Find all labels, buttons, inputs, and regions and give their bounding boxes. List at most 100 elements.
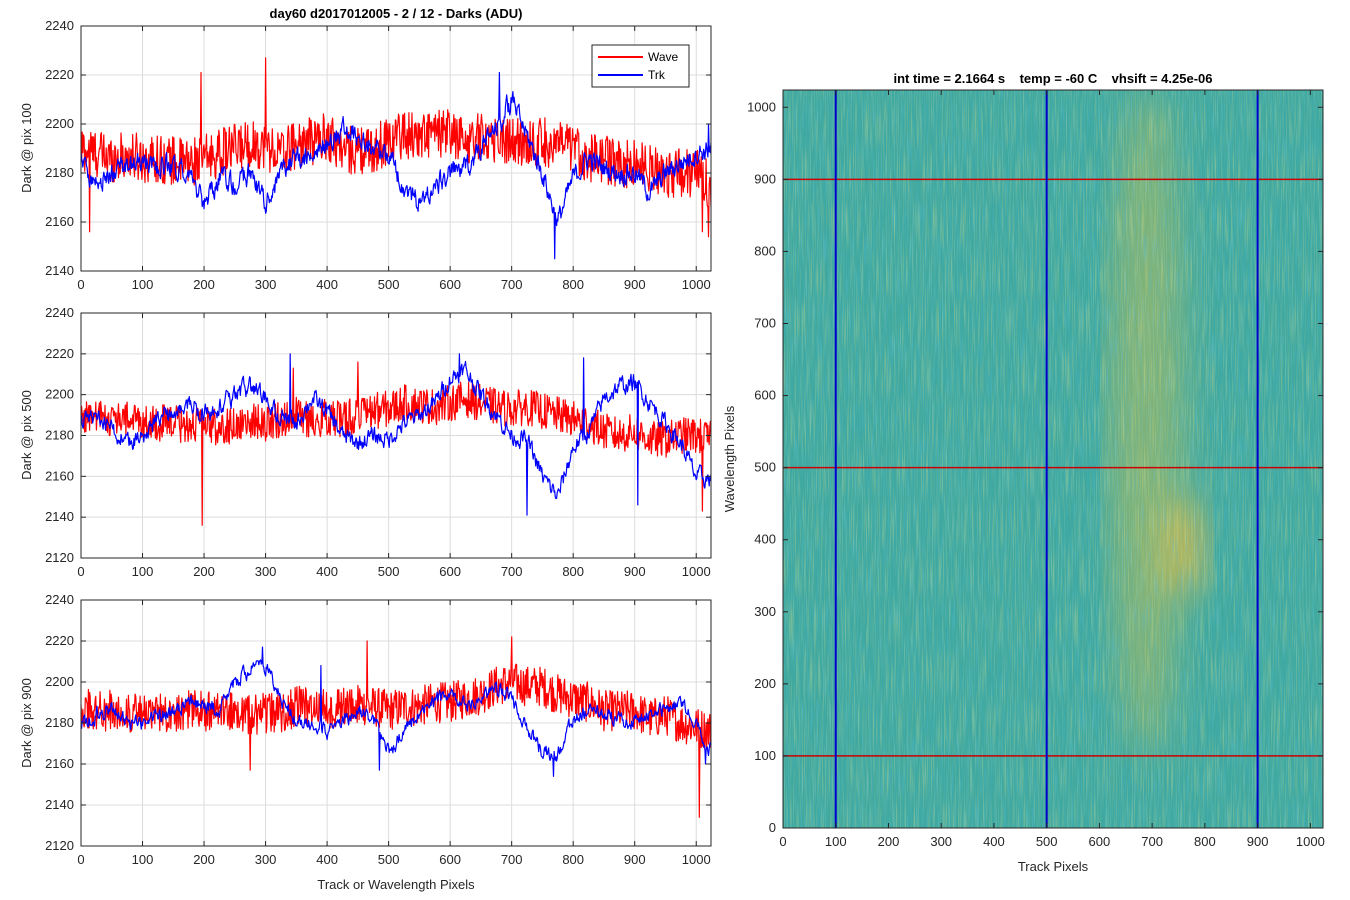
heatmap-image — [783, 90, 1323, 828]
y-tick-label: 2140 — [45, 263, 74, 278]
y-tick-label: 500 — [754, 460, 776, 475]
y-tick-label: 2200 — [45, 387, 74, 402]
heatmap-marker-lines — [783, 90, 1323, 828]
x-tick-label: 900 — [624, 564, 646, 579]
y-tick-label: 300 — [754, 604, 776, 619]
y-tick-label: 2180 — [45, 165, 74, 180]
x-tick-label: 0 — [77, 852, 84, 867]
x-tick-label: 100 — [132, 277, 154, 292]
x-tick-label: 300 — [930, 834, 952, 849]
y-tick-label: 2240 — [45, 305, 74, 320]
x-tick-label: 800 — [1194, 834, 1216, 849]
x-tick-label: 600 — [1089, 834, 1111, 849]
x-tick-label: 800 — [562, 564, 584, 579]
y-tick-label: 2220 — [45, 67, 74, 82]
series-line-wave — [81, 57, 711, 238]
y-tick-label: 1000 — [747, 99, 776, 114]
series-line-trk — [81, 646, 711, 777]
legend: Wave Trk — [591, 44, 690, 88]
tick-group: 0 100 200 300 400 500 600 700 800 900 1000 2140 2160… — [45, 18, 711, 292]
x-tick-label: 400 — [316, 277, 338, 292]
x-tick-label: 700 — [1141, 834, 1163, 849]
series-line-trk — [81, 71, 711, 260]
x-tick-label: 200 — [878, 834, 900, 849]
x-tick-label: 300 — [255, 852, 277, 867]
x-tick-label: 200 — [193, 277, 215, 292]
x-tick-label: 600 — [439, 564, 461, 579]
x-tick-label: 400 — [983, 834, 1005, 849]
x-tick-label: 200 — [193, 852, 215, 867]
x-tick-label: 800 — [562, 852, 584, 867]
x-tick-label: 0 — [77, 564, 84, 579]
line-panel-pix-900: 0 100 200 300 400 500 600 700 800 900 1000 2120 2140… — [19, 592, 712, 892]
y-tick-label: 200 — [754, 676, 776, 691]
x-tick-label: 900 — [1247, 834, 1269, 849]
x-tick-label: 300 — [255, 277, 277, 292]
y-tick-label: 2160 — [45, 468, 74, 483]
x-tick-label: 0 — [77, 277, 84, 292]
tick-group: 0 100 200 300 400 500 600 700 800 900 1000 0 100 200 3… — [747, 90, 1325, 849]
x-tick-label: 600 — [439, 277, 461, 292]
y-axis-label: Dark @ pix 100 — [19, 103, 34, 193]
y-tick-label: 0 — [769, 820, 776, 835]
x-tick-label: 500 — [1036, 834, 1058, 849]
x-tick-label: 100 — [825, 834, 847, 849]
legend-label-trk: Trk — [648, 68, 666, 82]
y-tick-label: 2160 — [45, 214, 74, 229]
x-tick-label: 500 — [378, 852, 400, 867]
series-group — [81, 57, 711, 260]
x-tick-label: 1000 — [1296, 834, 1325, 849]
y-tick-label: 400 — [754, 532, 776, 547]
y-tick-label: 2200 — [45, 116, 74, 131]
series-line-trk — [81, 353, 711, 516]
heatmap-frame — [782, 89, 1324, 829]
x-tick-label: 900 — [624, 852, 646, 867]
y-tick-label: 2220 — [45, 346, 74, 361]
tick-group: 0 100 200 300 400 500 600 700 800 900 1000 2120 2140… — [45, 592, 711, 867]
y-tick-label: 2120 — [45, 550, 74, 565]
y-tick-label: 2120 — [45, 838, 74, 853]
plot-frame — [80, 25, 712, 272]
series-line-wave — [81, 361, 711, 526]
y-tick-label: 2140 — [45, 509, 74, 524]
x-tick-label: 700 — [501, 852, 523, 867]
x-tick-label: 100 — [132, 852, 154, 867]
x-tick-label: 700 — [501, 277, 523, 292]
heatmap-noise-warm — [783, 90, 1323, 828]
x-tick-label: 1000 — [682, 852, 711, 867]
x-tick-label: 200 — [193, 564, 215, 579]
y-axis-label: Dark @ pix 500 — [19, 390, 34, 480]
y-tick-label: 2220 — [45, 633, 74, 648]
x-tick-label: 0 — [779, 834, 786, 849]
heatmap-title: int time = 2.1664 s temp = -60 C vhsift … — [893, 71, 1212, 86]
x-axis-label: Track Pixels — [1018, 859, 1089, 874]
legend-label-wave: Wave — [648, 50, 679, 64]
y-tick-label: 2240 — [45, 18, 74, 33]
x-tick-label: 1000 — [682, 277, 711, 292]
x-tick-label: 900 — [624, 277, 646, 292]
y-axis-label: Wavelength Pixels — [722, 405, 737, 512]
x-tick-label: 100 — [132, 564, 154, 579]
x-tick-label: 1000 — [682, 564, 711, 579]
series-group — [81, 636, 711, 818]
y-tick-label: 700 — [754, 316, 776, 331]
y-tick-label: 900 — [754, 171, 776, 186]
tick-group: 0 100 200 300 400 500 600 700 800 900 1000 2120 2140… — [45, 305, 711, 579]
line-panel-pix-100: 0 100 200 300 400 500 600 700 800 900 1000 2140 2160… — [19, 6, 712, 292]
y-axis-label: Dark @ pix 900 — [19, 678, 34, 768]
x-tick-label: 500 — [378, 564, 400, 579]
series-group — [81, 353, 711, 526]
x-tick-label: 300 — [255, 564, 277, 579]
x-tick-label: 700 — [501, 564, 523, 579]
x-axis-label: Track or Wavelength Pixels — [317, 877, 475, 892]
y-tick-label: 800 — [754, 243, 776, 258]
y-tick-label: 2200 — [45, 674, 74, 689]
x-tick-label: 600 — [439, 852, 461, 867]
y-tick-label: 2180 — [45, 428, 74, 443]
y-tick-label: 2240 — [45, 592, 74, 607]
x-tick-label: 400 — [316, 564, 338, 579]
y-tick-label: 2140 — [45, 797, 74, 812]
heatmap-panel: 0 100 200 300 400 500 600 700 800 900 1000 0 100 200 3… — [722, 71, 1325, 874]
line-panel-pix-500: 0 100 200 300 400 500 600 700 800 900 1000 2120 2140… — [19, 305, 712, 579]
